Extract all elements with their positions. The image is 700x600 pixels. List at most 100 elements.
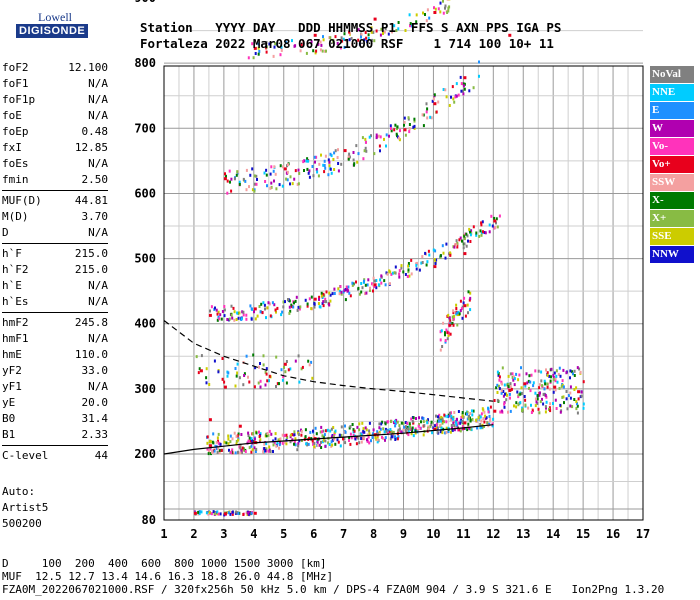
echo-point: [446, 337, 449, 341]
echo-point: [337, 169, 340, 173]
data-point: [463, 421, 467, 425]
echo-point: [552, 373, 555, 377]
echo-point: [318, 162, 321, 166]
echo-point: [255, 182, 258, 186]
echo-point: [387, 431, 389, 435]
echo-point: [393, 128, 396, 132]
echo-point: [403, 123, 405, 127]
echo-point: [217, 432, 220, 436]
echo-point: [475, 231, 478, 235]
echo-point: [270, 165, 273, 169]
echo-point: [250, 307, 253, 311]
echo-point: [218, 451, 221, 455]
echo-point: [363, 430, 366, 434]
echo-point: [247, 56, 250, 60]
echo-point: [486, 421, 489, 425]
param-row: yF1 N/A: [2, 379, 108, 395]
echo-point: [502, 390, 505, 393]
echo-point: [544, 410, 547, 414]
echo-point: [259, 438, 262, 442]
echo-point: [324, 439, 327, 443]
echo-point: [348, 291, 351, 295]
echo-point: [388, 134, 390, 138]
echo-point: [319, 305, 322, 309]
echo-point: [206, 447, 209, 451]
echo-point: [452, 309, 455, 313]
echo-point: [407, 270, 410, 274]
echo-point: [217, 512, 220, 516]
echo-point: [298, 380, 301, 384]
echo-point: [511, 375, 514, 379]
echo-point: [259, 362, 261, 365]
echo-point: [323, 170, 326, 174]
echo-point: [462, 84, 465, 88]
logo-line2: DIGISONDE: [16, 24, 89, 38]
echo-point: [291, 182, 294, 186]
echo-point: [472, 409, 475, 413]
echo-point: [429, 115, 432, 119]
echo-point: [456, 242, 459, 245]
echo-point: [460, 416, 463, 419]
echo-point: [496, 398, 499, 402]
echo-point: [406, 275, 409, 278]
echo-point: [245, 313, 248, 317]
echo-point: [433, 93, 436, 97]
echo-point: [350, 436, 353, 440]
echo-point: [268, 379, 270, 383]
echo-point: [265, 367, 268, 371]
echo-point: [449, 251, 452, 255]
echo-point: [402, 421, 405, 425]
echo-point: [312, 442, 315, 446]
echo-point: [530, 411, 533, 414]
echo-point: [430, 420, 433, 424]
echo-point: [441, 431, 444, 435]
echo-point: [449, 414, 452, 418]
echo-point: [358, 441, 361, 445]
echo-point: [496, 383, 499, 387]
echo-point: [445, 242, 448, 246]
data-point: [238, 424, 242, 428]
legend-item: X+: [650, 210, 694, 227]
echo-point: [446, 11, 449, 14]
echo-point: [444, 340, 447, 344]
echo-point: [308, 297, 311, 301]
echo-point: [549, 379, 552, 383]
echo-point: [355, 144, 358, 148]
echo-point: [231, 448, 234, 452]
echo-point: [327, 158, 330, 162]
echo-point: [320, 153, 322, 157]
echo-point: [394, 438, 397, 441]
echo-point: [363, 436, 366, 440]
echo-point: [334, 35, 337, 39]
echo-point: [448, 316, 451, 320]
x-tick-label: 14: [546, 527, 560, 541]
echo-point: [546, 373, 549, 377]
data-point: [253, 46, 257, 50]
echo-point: [396, 127, 398, 131]
echo-point: [207, 452, 210, 456]
echo-point: [342, 37, 345, 41]
echo-point: [217, 315, 220, 319]
echo-point: [262, 354, 265, 358]
param-value: N/A: [88, 109, 108, 122]
echo-point: [397, 27, 400, 31]
echo-point: [302, 39, 304, 43]
echo-point: [576, 402, 578, 406]
echo-point: [449, 430, 452, 434]
echo-point: [530, 373, 533, 377]
echo-point: [260, 302, 263, 306]
echo-point: [218, 317, 221, 321]
echo-point: [229, 180, 231, 184]
echo-point: [543, 379, 546, 383]
echo-point: [480, 233, 483, 237]
echo-point: [244, 179, 247, 183]
echo-point: [420, 420, 422, 424]
param-label: fxI: [2, 141, 22, 154]
echo-point: [304, 435, 307, 439]
echo-point: [262, 450, 265, 454]
echo-point: [411, 420, 414, 423]
echo-point: [531, 409, 534, 413]
echo-point: [403, 116, 406, 120]
param-label: h`Es: [2, 295, 29, 308]
data-point: [223, 177, 227, 181]
